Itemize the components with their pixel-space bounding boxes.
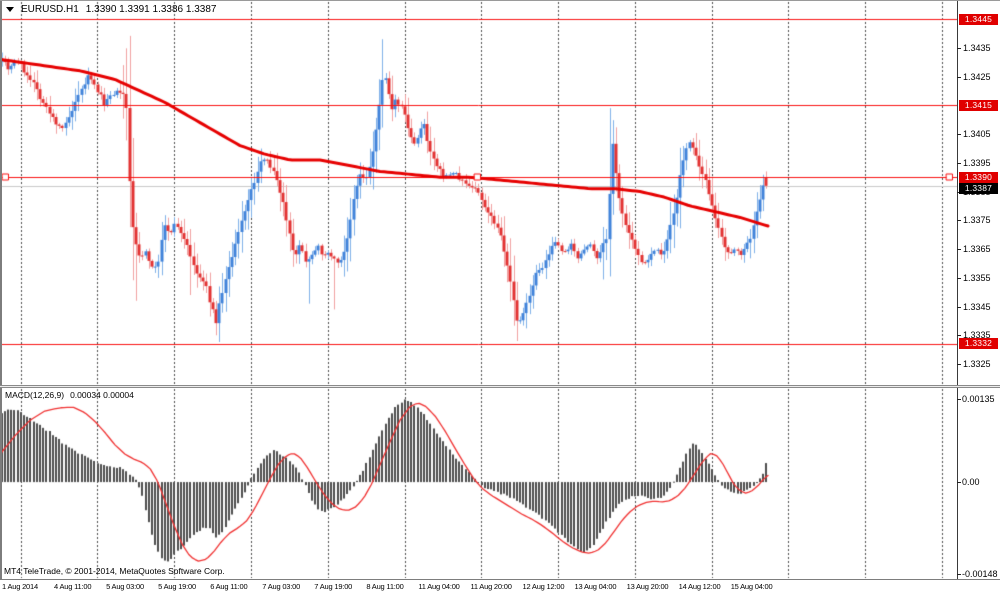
price-axis-label: 1.3335 [963, 330, 991, 341]
pane-splitter[interactable] [0, 385, 1000, 388]
time-axis-label: 4 Aug 11:00 [54, 582, 92, 591]
indicator-axis-label: 0.00135 [962, 393, 995, 404]
price-axis-border [957, 1, 958, 579]
chart-ohlc-values: 1.3390 1.3391 1.3386 1.3387 [85, 4, 217, 15]
time-axis-label: 5 Aug 03:00 [106, 582, 144, 591]
copyright-text: MT4 TeleTrade, © 2001-2014, MetaQuotes S… [4, 566, 225, 576]
chart-symbol-period: EURUSD.H1 [21, 4, 79, 15]
price-level-tag: 1.3332 [959, 338, 998, 350]
indicator-values: 0.00034 0.00004 [70, 390, 134, 400]
price-level-tag: 1.3445 [959, 13, 998, 25]
axis-tick [957, 48, 961, 49]
axis-tick [957, 574, 961, 575]
price-axis-label: 1.3355 [963, 272, 991, 283]
time-axis-label: 12 Aug 12:00 [522, 582, 565, 591]
price-level-tag: 1.3415 [959, 99, 998, 111]
axis-tick [957, 249, 961, 250]
axis-tick [957, 399, 961, 400]
time-axis-label: 11 Aug 04:00 [418, 582, 460, 591]
price-axis-label: 1.3375 [963, 215, 991, 226]
time-axis-label: 13 Aug 20:00 [626, 582, 669, 591]
axis-tick [957, 220, 961, 221]
time-axis-label: 7 Aug 19:00 [314, 582, 353, 591]
time-axis-label: 5 Aug 19:00 [158, 582, 196, 591]
price-axis-label: 1.3435 [963, 42, 991, 53]
price-axis-label: 1.3425 [963, 71, 991, 82]
chart-title: EURUSD.H1 1.3390 1.3391 1.3386 1.3387 [6, 4, 216, 15]
axis-tick [957, 335, 961, 336]
axis-tick [957, 364, 961, 365]
time-axis-border [0, 579, 1000, 580]
axis-tick [957, 163, 961, 164]
price-chart-canvas[interactable] [0, 1, 957, 579]
current-price-tag: 1.3387 [959, 182, 998, 194]
axis-tick [957, 134, 961, 135]
time-axis-label: 15 Aug 04:00 [730, 582, 773, 591]
time-axis-label: 7 Aug 03:00 [262, 582, 301, 591]
price-axis-label: 1.3405 [963, 129, 991, 140]
symbol-dropdown-icon[interactable] [6, 6, 14, 12]
axis-tick [957, 482, 961, 483]
time-axis-label: 13 Aug 04:00 [574, 582, 617, 591]
time-axis-label: 14 Aug 12:00 [678, 582, 721, 591]
time-axis-label: 8 Aug 11:00 [366, 582, 404, 591]
price-level-tag: 1.3390 [959, 171, 998, 183]
indicator-axis-label: -0.00148 [962, 568, 998, 579]
indicator-axis-label: 0.00 [962, 477, 980, 488]
price-axis-label: 1.3395 [963, 157, 991, 168]
axis-tick [957, 307, 961, 308]
indicator-name: MACD(12,26,9) [5, 390, 65, 400]
time-axis-label: 6 Aug 11:00 [210, 582, 248, 591]
price-axis-label: 1.3325 [963, 359, 991, 370]
time-axis-label: 1 Aug 2014 [2, 582, 38, 591]
price-axis-label: 1.3345 [963, 301, 991, 312]
time-axis-label: 11 Aug 20:00 [470, 582, 512, 591]
window-left-border [0, 1, 2, 579]
price-axis-label: 1.3365 [963, 244, 991, 255]
indicator-label: MACD(12,26,9) 0.00034 0.00004 [5, 390, 134, 400]
axis-tick [957, 278, 961, 279]
axis-tick [957, 77, 961, 78]
